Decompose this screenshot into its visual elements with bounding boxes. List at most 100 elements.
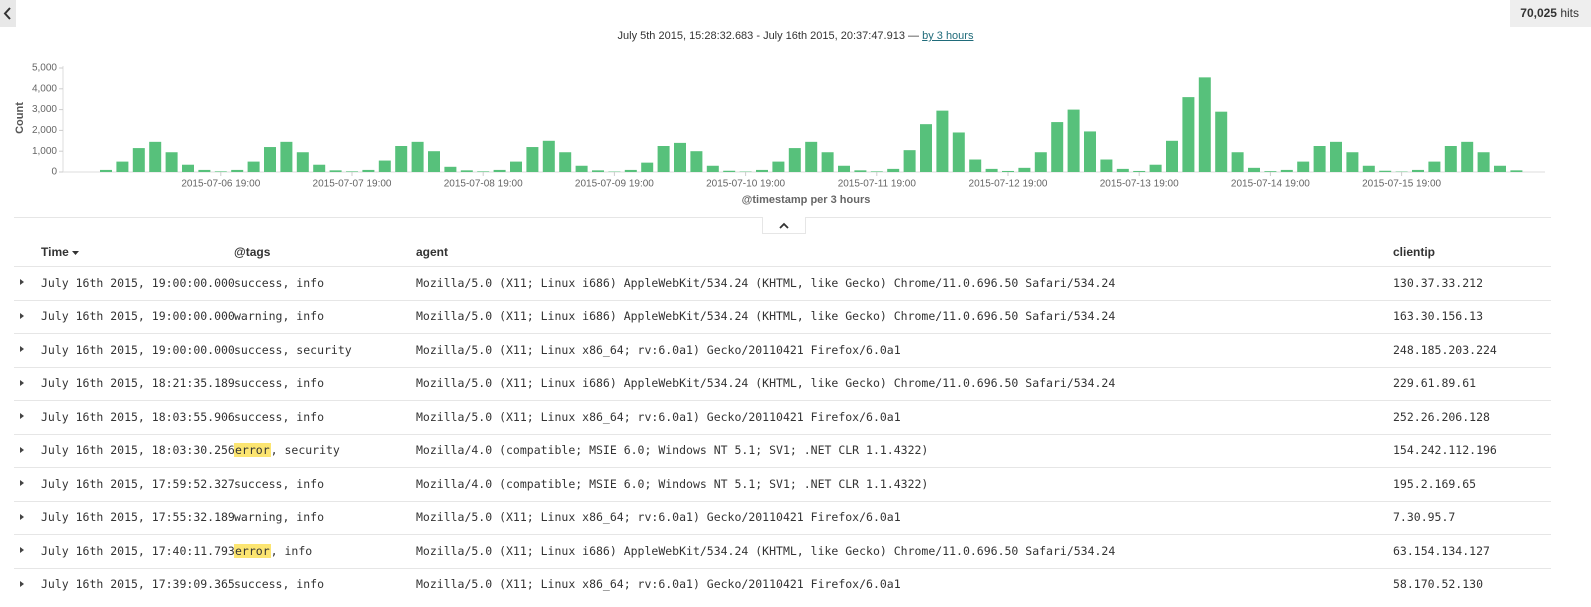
chevron-up [779, 222, 789, 229]
bar [887, 168, 900, 172]
expand-caret[interactable] [20, 279, 24, 286]
bar [313, 164, 326, 172]
bar [493, 169, 506, 172]
row-line [14, 299, 1551, 301]
interval-link[interactable]: by 3 hours [922, 30, 974, 42]
cell: July 16th 2015, 18:03:55.906 [41, 409, 235, 424]
bar [805, 141, 818, 172]
time-range-text: July 5th 2015, 15:28:32.683 - July 16th … [617, 30, 920, 42]
bar [247, 161, 260, 172]
y-tick-label: 2,000 [32, 125, 57, 136]
tag: warning, info [234, 510, 325, 525]
row-line [14, 366, 1551, 368]
bar [1149, 164, 1162, 172]
hits-badge: 70,025 hits [1510, 0, 1591, 27]
bar [1215, 111, 1228, 172]
tags-cell: success, info [234, 375, 324, 391]
column-header[interactable]: @tags [234, 245, 271, 259]
cell: July 16th 2015, 17:59:52.327 [41, 476, 235, 491]
tag: success, info [234, 275, 325, 290]
cell: 248.185.203.224 [1393, 342, 1497, 357]
bar [936, 110, 949, 172]
bar [838, 165, 850, 172]
expand-caret[interactable] [20, 346, 24, 353]
bar [772, 161, 785, 172]
cell: July 16th 2015, 17:39:09.365 [41, 577, 235, 592]
bar [1362, 165, 1375, 172]
cell: Mozilla/5.0 (X11; Linux i686) AppleWebKi… [416, 275, 1116, 290]
histogram: Count @timestamp per 3 hours 0 1,000 2,000… [14, 63, 1545, 206]
cell: 130.37.33.212 [1393, 275, 1484, 290]
y-axis-label: Count [14, 102, 26, 134]
cell: Mozilla/5.0 (X11; Linux x86_64; rv:6.0a1… [416, 409, 901, 424]
bar [1461, 141, 1474, 172]
bar [346, 171, 358, 172]
expand-caret[interactable] [20, 312, 24, 319]
x-tick-label: 2015-07-06 19:00 [181, 179, 260, 190]
bar [969, 159, 982, 172]
bar [1280, 169, 1293, 172]
bar [1182, 97, 1195, 172]
expand-caret[interactable] [20, 547, 24, 554]
header-line [14, 266, 1551, 267]
bar [116, 161, 129, 172]
back-button[interactable] [0, 0, 16, 27]
tag: success, security [234, 342, 352, 357]
bar [674, 142, 686, 172]
expand-caret[interactable] [20, 513, 24, 520]
expand-caret[interactable] [20, 379, 24, 386]
expand-caret[interactable] [20, 446, 24, 453]
hits-label: hits [1560, 6, 1579, 20]
bar [411, 141, 424, 172]
column-header[interactable]: Time [41, 238, 80, 266]
bar [1034, 152, 1047, 172]
x-tick-label: 2015-07-11 19:00 [838, 179, 917, 190]
tags-cell: success, info [234, 576, 324, 592]
bar [395, 146, 408, 172]
bar [362, 169, 375, 172]
tags-cell: success, info [234, 476, 324, 492]
tags-cell: warning, info [234, 509, 324, 525]
bar [1051, 122, 1064, 172]
bar [231, 169, 244, 172]
row-line [14, 467, 1551, 468]
bar [1166, 140, 1178, 172]
bar [165, 152, 178, 172]
expand-caret[interactable] [20, 413, 24, 420]
cell: 154.242.112.196 [1393, 443, 1497, 458]
bar [706, 165, 719, 172]
cell: Mozilla/5.0 (X11; Linux i686) AppleWebKi… [416, 543, 1116, 558]
row-line [14, 433, 1551, 435]
bar [1510, 170, 1523, 172]
bar [1133, 170, 1146, 172]
cell: July 16th 2015, 19:00:00.000 [41, 275, 235, 290]
cell: July 16th 2015, 19:00:00.000 [41, 342, 235, 357]
row-line [14, 400, 1551, 401]
bar [296, 152, 309, 172]
bar [1297, 161, 1310, 172]
tags-cell: error, info [234, 543, 312, 559]
tag: warning, info [234, 309, 325, 324]
cell: July 16th 2015, 17:55:32.189 [41, 510, 235, 525]
bar [559, 152, 572, 172]
cell: Mozilla/5.0 (X11; Linux i686) AppleWebKi… [416, 376, 1116, 391]
row-line [14, 567, 1551, 569]
column-header[interactable]: clientip [1393, 245, 1436, 259]
bar [1067, 109, 1080, 172]
bar [952, 132, 965, 172]
bar [214, 171, 227, 172]
column-header[interactable]: agent [416, 245, 449, 259]
collapse-chart-button[interactable] [762, 217, 806, 234]
cell: 229.61.89.61 [1393, 376, 1477, 391]
x-tick-label: 2015-07-08 19:00 [444, 179, 523, 190]
bar [460, 170, 473, 172]
cell: 163.30.156.13 [1393, 309, 1484, 324]
bar [1428, 161, 1441, 172]
bar [132, 148, 145, 172]
bar [1494, 165, 1506, 172]
expand-caret[interactable] [20, 480, 24, 487]
bar [182, 164, 194, 172]
bar [428, 151, 440, 172]
cell: 252.26.206.128 [1393, 409, 1490, 424]
expand-caret[interactable] [20, 580, 24, 587]
